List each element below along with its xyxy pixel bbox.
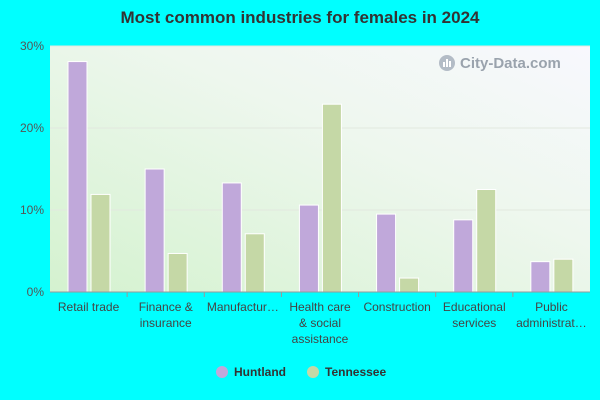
bar-tennessee [90, 193, 111, 293]
legend-swatch [216, 366, 228, 378]
x-tick-label: Finance & insurance [139, 300, 193, 330]
bar-huntland [376, 213, 397, 293]
watermark-logo-icon [439, 55, 455, 71]
legend-label: Huntland [234, 365, 286, 379]
y-tick-label: 0% [27, 285, 45, 299]
y-tick-label: 20% [20, 121, 44, 135]
bar-tennessee [399, 277, 420, 293]
bar-tennessee [553, 258, 574, 293]
y-tick-label: 10% [20, 203, 44, 217]
bar-huntland [453, 219, 474, 293]
bar-huntland [67, 61, 88, 293]
chart-title: Most common industries for females in 20… [120, 8, 480, 27]
watermark-text: City-Data.com [460, 55, 561, 72]
legend: Huntland Tennessee [216, 365, 386, 379]
bar-tennessee [321, 103, 342, 293]
legend-swatch [307, 366, 319, 378]
x-tick-label: Public administrat… [516, 300, 587, 330]
legend-label: Tennessee [325, 365, 386, 379]
gridlines: 0% 10% 20% 30% [20, 39, 590, 299]
x-tick-label: Retail trade [58, 300, 120, 314]
x-tick-label: Manufactur… [207, 300, 279, 314]
bar-tennessee [167, 252, 188, 293]
bar-huntland [530, 261, 551, 293]
watermark: City-Data.com [439, 55, 561, 72]
plot-area [50, 46, 590, 292]
bar-huntland [221, 182, 242, 293]
bar-huntland [144, 168, 165, 293]
bars [67, 61, 574, 293]
bar-huntland [298, 204, 319, 293]
x-tick-label: Educational services [443, 300, 506, 330]
bar-tennessee [476, 189, 497, 293]
axes: Retail trade Finance & insurance Manufactur… [50, 291, 590, 346]
bar-tennessee [244, 233, 265, 293]
x-tick-label: Construction [363, 300, 430, 314]
y-tick-label: 30% [20, 39, 44, 53]
x-tick-label: Health care & social assistance [289, 300, 351, 346]
